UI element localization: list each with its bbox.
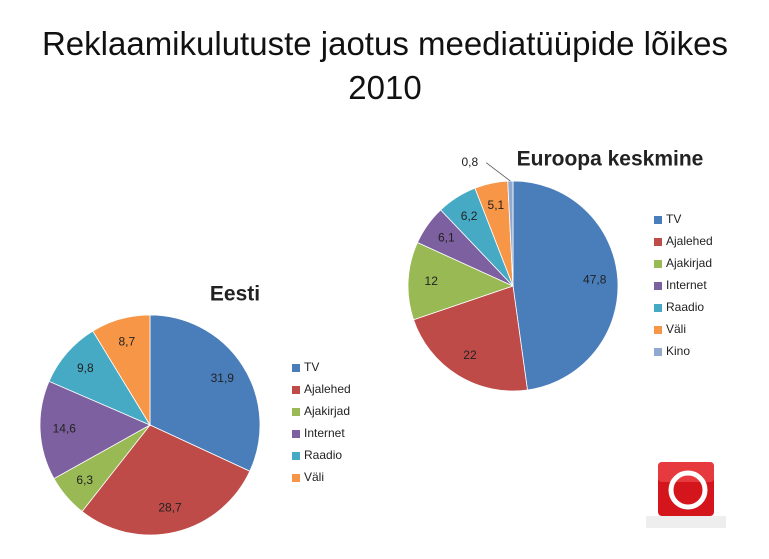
- legend-label: Ajalehed: [304, 382, 351, 396]
- legend-label: Raadio: [304, 448, 342, 462]
- legend-swatch: [654, 238, 662, 246]
- legend-swatch: [292, 386, 300, 394]
- pie-slice: [81, 424, 251, 536]
- slide-title: Reklaamikulutuste jaotus meediatüüpide l…: [41, 25, 729, 106]
- pie-label: 14,6: [53, 421, 77, 435]
- legend-swatch: [292, 474, 300, 482]
- pie-label: 22: [463, 348, 477, 362]
- legend-swatch: [292, 452, 300, 460]
- legend-label: Raadio: [666, 300, 704, 314]
- legend-label: Kino: [666, 344, 690, 358]
- pie-label: 47,8: [583, 273, 607, 287]
- legend-label: Väli: [304, 470, 324, 484]
- logo: [646, 462, 726, 528]
- legend-label: TV: [666, 212, 681, 226]
- pie-label: 6,1: [438, 231, 455, 245]
- pie-slice: [512, 180, 619, 391]
- pie-label: 5,1: [488, 198, 505, 212]
- pie-slice: [413, 285, 528, 392]
- legend-swatch: [654, 304, 662, 312]
- legend-swatch: [654, 348, 662, 356]
- chart-title: Eesti: [210, 283, 260, 306]
- legend-label: TV: [304, 360, 319, 374]
- legend-label: Internet: [666, 278, 707, 292]
- chart-title: Euroopa keskmine: [517, 148, 704, 171]
- pie-slice: [92, 314, 151, 427]
- legend-swatch: [654, 216, 662, 224]
- legend-label: Ajakirjad: [666, 256, 712, 270]
- legend-label: Ajalehed: [666, 234, 713, 248]
- legend-label: Ajakirjad: [304, 404, 350, 418]
- legend-label: Väli: [666, 322, 686, 336]
- legend-swatch: [292, 430, 300, 438]
- legend-swatch: [654, 326, 662, 334]
- pie-slice: [407, 241, 515, 321]
- pie-label: 6,2: [461, 209, 478, 223]
- legend-swatch: [654, 260, 662, 268]
- pie-label: 6,3: [76, 473, 93, 487]
- pie-label: 9,8: [77, 361, 94, 375]
- pie-label: 31,9: [211, 371, 235, 385]
- legend-label: Internet: [304, 426, 345, 440]
- leader-line: [485, 162, 511, 182]
- pie-label: 28,7: [158, 501, 182, 515]
- pie-slice: [39, 380, 151, 480]
- legend-swatch: [654, 282, 662, 290]
- pie-slice: [149, 314, 261, 472]
- legend-swatch: [292, 408, 300, 416]
- pie-label: 8,7: [118, 335, 135, 349]
- legend-swatch: [292, 364, 300, 372]
- pie-label: 0,8: [462, 155, 479, 169]
- pie-label: 12: [425, 274, 439, 288]
